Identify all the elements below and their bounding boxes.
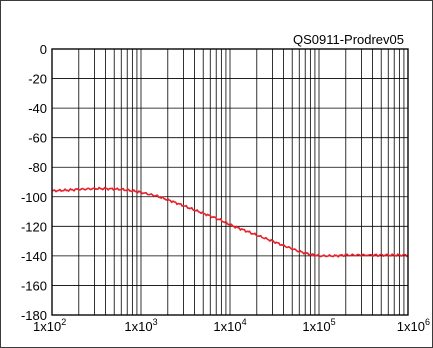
y-axis-ticks: 0 -20 -40 -60 -80 -100 -120 -140 -160 -180 bbox=[21, 42, 47, 323]
y-tick-label: 0 bbox=[40, 42, 47, 57]
y-tick-label: -140 bbox=[21, 249, 47, 264]
y-tick-label: -60 bbox=[28, 131, 47, 146]
x-axis-ticks: 1x102 1x103 1x104 1x105 1x106 bbox=[33, 317, 430, 334]
y-tick-label: -80 bbox=[28, 160, 47, 175]
series-layer bbox=[51, 186, 409, 258]
chart-title: QS0911-Prodrev05 bbox=[293, 32, 404, 47]
y-tick-label: -100 bbox=[21, 190, 47, 205]
x-tick-exponent: 2 bbox=[61, 317, 66, 327]
x-tick-exponent: 6 bbox=[425, 317, 430, 327]
y-tick-label: -160 bbox=[21, 278, 47, 293]
series-line bbox=[51, 186, 409, 258]
y-tick-label: -20 bbox=[28, 72, 47, 87]
x-tick-label: 1x102 bbox=[33, 317, 66, 334]
x-tick-label: 1x105 bbox=[302, 317, 335, 334]
x-tick-exponent: 3 bbox=[153, 317, 158, 327]
y-tick-label: -40 bbox=[28, 101, 47, 116]
y-tick-label: -120 bbox=[21, 219, 47, 234]
x-tick-label: 1x106 bbox=[397, 317, 430, 334]
plot-border bbox=[51, 48, 409, 316]
y-tick-label: -180 bbox=[21, 308, 47, 323]
x-tick-label: 1x103 bbox=[124, 317, 157, 334]
x-tick-label: 1x104 bbox=[213, 317, 246, 334]
x-tick-exponent: 4 bbox=[242, 317, 247, 327]
x-tick-exponent: 5 bbox=[331, 317, 336, 327]
